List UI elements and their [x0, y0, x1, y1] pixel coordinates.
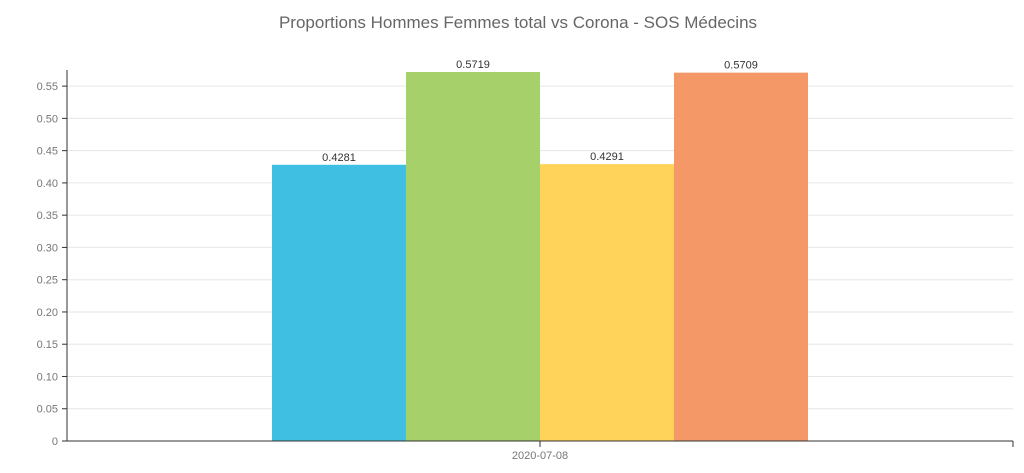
y-tick-label: 0.15 — [37, 339, 58, 351]
y-tick-label: 0 — [52, 436, 58, 448]
x-tick-label: 2020-07-08 — [512, 450, 568, 462]
chart-title: Proportions Hommes Femmes total vs Coron… — [279, 13, 757, 32]
y-tick-label: 0.10 — [37, 371, 58, 383]
bar-series-1 — [272, 164, 406, 441]
data-label-series-1: 0.4281 — [322, 152, 356, 164]
data-label-series-3: 0.4291 — [590, 151, 624, 163]
y-tick-label: 0.40 — [37, 178, 58, 190]
bars — [272, 72, 808, 442]
y-tick-label: 0.35 — [37, 210, 58, 222]
bar-series-4 — [674, 72, 808, 442]
axes: 0 0.05 0.10 0.15 0.20 0.25 0.30 0.35 0.40 0.45 0.5… — [37, 70, 1014, 462]
bar-series-2 — [406, 72, 540, 441]
y-tick-label: 0.45 — [37, 146, 58, 158]
bar-series-3 — [540, 164, 674, 442]
data-label-series-4: 0.5709 — [724, 60, 758, 72]
y-tick-label: 0.25 — [37, 275, 58, 287]
y-tick-label: 0.30 — [37, 242, 58, 254]
data-label-series-2: 0.5719 — [456, 59, 490, 71]
y-tick-label: 0.50 — [37, 113, 58, 125]
data-labels: 0.4281 0.5719 0.4291 0.5709 — [322, 59, 758, 164]
y-tick-label: 0.20 — [37, 307, 58, 319]
y-tick-label: 0.05 — [37, 404, 58, 416]
y-tick-label: 0.55 — [37, 81, 58, 93]
